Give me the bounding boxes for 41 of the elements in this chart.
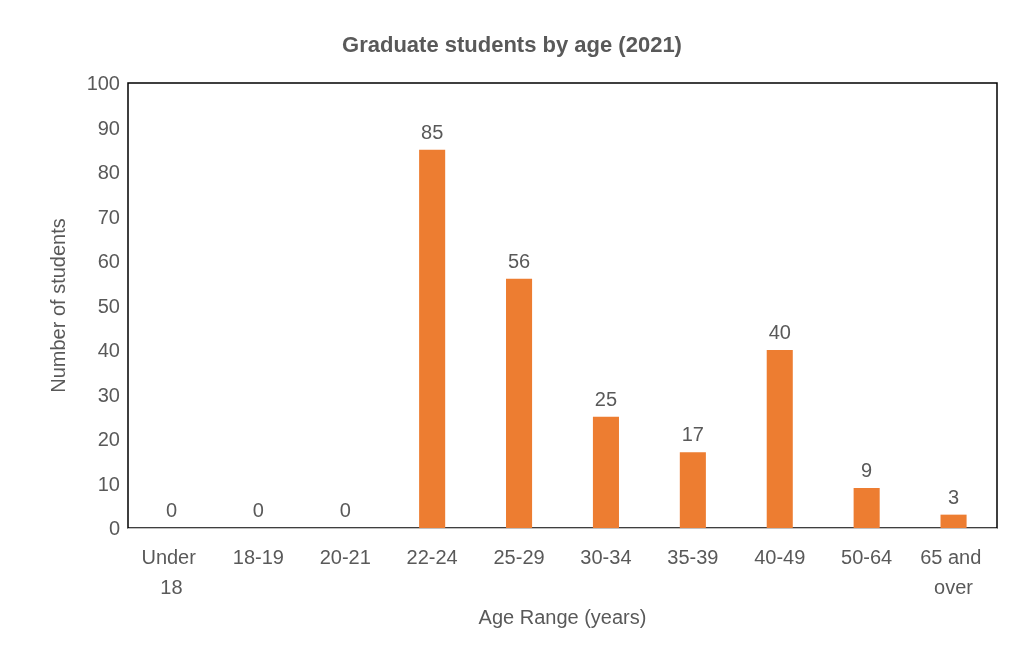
y-tick-label: 90	[97, 116, 120, 139]
x-tick-label: 25-29	[493, 546, 545, 568]
data-label: 9	[861, 458, 873, 481]
y-tick-label: 30	[97, 383, 120, 406]
y-axis-title: Number of students	[47, 218, 69, 393]
y-tick-label: 10	[97, 472, 120, 495]
data-label: 3	[947, 485, 960, 508]
y-tick-label: 70	[97, 205, 120, 228]
x-tick-label: 50-64	[841, 546, 893, 568]
bar	[419, 149, 446, 528]
bar	[853, 487, 880, 528]
x-axis-title: Age Range (years)	[478, 605, 647, 628]
y-tick-label: 80	[97, 161, 120, 183]
y-tick-label: 20	[97, 428, 120, 450]
data-label: 56	[507, 249, 531, 272]
data-label: 17	[681, 423, 704, 446]
x-tick-label: 35-39	[667, 546, 719, 568]
data-label: 25	[594, 387, 618, 410]
data-label: 0	[252, 499, 264, 521]
chart-title: Graduate students by age (2021)	[342, 31, 682, 57]
y-tick-label: 0	[108, 517, 120, 539]
y-tick-label: 40	[97, 339, 120, 361]
bar	[592, 416, 619, 528]
x-tick-label: 20-21	[319, 546, 371, 568]
x-tick-label: 22-24	[406, 546, 458, 568]
bar	[679, 452, 706, 528]
x-tick-label: 18-19	[232, 546, 284, 568]
y-tick-label: 60	[97, 250, 120, 272]
x-tick-label: Under 18	[141, 546, 202, 598]
data-label: 0	[165, 499, 178, 521]
x-tick-label: 30-34	[580, 546, 632, 568]
y-tick-label: 50	[97, 294, 120, 317]
y-tick-label: 100	[86, 72, 120, 94]
data-label: 0	[339, 499, 351, 521]
bar	[940, 514, 967, 528]
bar	[506, 278, 533, 528]
x-tick-label: 65 and over	[920, 546, 987, 598]
data-label: 85	[421, 120, 444, 143]
data-label: 40	[768, 321, 791, 343]
x-tick-label: 40-49	[754, 546, 806, 568]
bar	[766, 350, 793, 528]
